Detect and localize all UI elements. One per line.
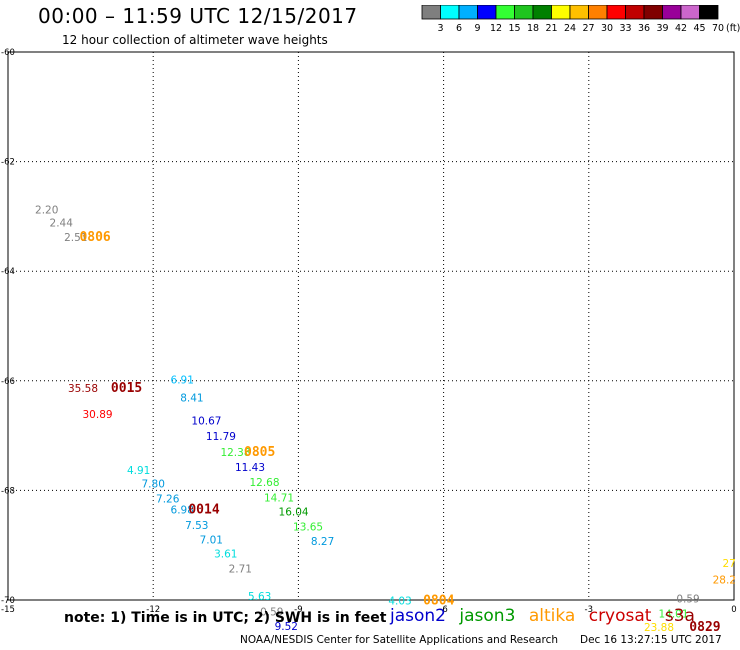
colorbar-label: 70 bbox=[712, 23, 724, 34]
satellite-legend: jason2 jason3 altika cryosat s3a bbox=[390, 606, 703, 626]
colorbar-label: 42 bbox=[675, 23, 687, 34]
colorbar-unit: (ft) bbox=[726, 23, 740, 34]
wave-height-label: 14.71 bbox=[264, 492, 294, 504]
wave-height-label: 23.88 bbox=[644, 622, 674, 634]
wave-height-label: 6.91 bbox=[171, 375, 194, 387]
sat-jason2: jason2 bbox=[390, 606, 446, 626]
wave-height-label: 12.38 bbox=[220, 447, 250, 459]
wave-height-label: 7.53 bbox=[185, 520, 208, 532]
color-legend: 3 6 9 12 15 18 21 24 27 30 33 36 39 42 45 70 (ft) bbox=[421, 5, 740, 34]
x-tick-label: -3 bbox=[585, 605, 593, 615]
sat-altika: altika bbox=[528, 606, 576, 626]
chart-title: 00:00 – 11:59 UTC 12/15/2017 bbox=[38, 4, 358, 28]
colorbar-label: 15 bbox=[508, 23, 520, 34]
wave-height-label: 2.44 bbox=[50, 217, 74, 229]
colorbar-label: 6 bbox=[456, 23, 462, 34]
time-label: 0806 bbox=[79, 230, 110, 245]
timestamp: Dec 16 13:27:15 UTC 2017 bbox=[580, 634, 722, 646]
colorbar-swatch bbox=[699, 5, 719, 20]
time-label: 0015 bbox=[111, 381, 142, 396]
wave-height-label: 6.98 bbox=[171, 504, 194, 516]
x-tick-label: -12 bbox=[146, 605, 160, 615]
colorbar-label: 21 bbox=[545, 23, 557, 34]
colorbar-label: 3 bbox=[437, 23, 443, 34]
wave-height-label: 3.61 bbox=[214, 548, 237, 560]
y-tick-label: -60 bbox=[1, 48, 15, 58]
wave-height-label: 35.58 bbox=[68, 383, 98, 395]
y-tick-label: -68 bbox=[1, 486, 15, 496]
wave-height-label: 10.67 bbox=[191, 416, 221, 428]
time-label: 0805 bbox=[244, 445, 275, 460]
wave-height-label: 7.01 bbox=[200, 535, 223, 547]
wave-height-label: 0.59 bbox=[676, 594, 699, 606]
y-tick-label: -70 bbox=[1, 596, 15, 606]
wave-height-label: 11.43 bbox=[235, 462, 265, 474]
y-tick-label: -64 bbox=[1, 267, 15, 277]
y-tick-label: -66 bbox=[1, 377, 15, 387]
wave-height-label: 8.41 bbox=[180, 393, 203, 405]
colorbar-label: 45 bbox=[693, 23, 705, 34]
colorbar-label: 36 bbox=[638, 23, 650, 34]
wave-height-label: 4.91 bbox=[127, 465, 150, 477]
colorbar-label: 33 bbox=[619, 23, 631, 34]
wave-height-label: 16.04 bbox=[279, 507, 309, 519]
chart-subtitle: 12 hour collection of altimeter wave hei… bbox=[62, 33, 328, 47]
x-tick-label: 0 bbox=[731, 605, 736, 615]
wave-height-label: 8.27 bbox=[311, 536, 334, 548]
wave-height-label: 4.03 bbox=[388, 595, 411, 607]
wave-height-label: 7.26 bbox=[156, 493, 180, 505]
colorbar-label: 24 bbox=[564, 23, 576, 34]
colorbar-label: 39 bbox=[656, 23, 668, 34]
wave-height-label: 7.80 bbox=[142, 479, 165, 491]
colorbar-label: 27 bbox=[582, 23, 594, 34]
wave-height-label: 5.63 bbox=[248, 591, 271, 603]
credit: NOAA/NESDIS Center for Satellite Applica… bbox=[240, 634, 558, 646]
wave-height-label: 2.20 bbox=[35, 205, 58, 217]
plot-frame bbox=[7, 51, 735, 601]
y-tick-label: -62 bbox=[1, 158, 15, 168]
sat-jason3: jason3 bbox=[459, 606, 516, 626]
wave-height-label: 28.2 bbox=[713, 575, 736, 587]
time-label: 0804 bbox=[423, 593, 454, 608]
sat-s3a: s3a bbox=[664, 606, 695, 626]
wave-height-label: 13.65 bbox=[293, 521, 323, 533]
wave-height-label: 2.51 bbox=[64, 232, 87, 244]
wave-height-label: 14.01 bbox=[658, 609, 688, 621]
footnote: note: 1) Time is in UTC; 2) SWH is in fe… bbox=[64, 610, 387, 626]
x-tick-label: -6 bbox=[439, 605, 447, 615]
wave-height-label: 30.89 bbox=[83, 409, 113, 421]
time-label: 0829 bbox=[689, 620, 720, 635]
time-label: 0014 bbox=[188, 502, 219, 517]
wave-height-label: 9.52 bbox=[275, 621, 298, 633]
wave-height-label: 12.68 bbox=[249, 477, 279, 489]
sat-cryosat: cryosat bbox=[588, 606, 652, 626]
x-tick-label: -15 bbox=[1, 605, 15, 615]
colorbar-label: 18 bbox=[527, 23, 539, 34]
wave-height-label: 11.79 bbox=[206, 431, 236, 443]
colorbar-label: 9 bbox=[474, 23, 480, 34]
x-tick-label: -9 bbox=[294, 605, 302, 615]
wave-height-label: 0.59 bbox=[260, 606, 283, 618]
wave-height-label: 2.71 bbox=[229, 564, 252, 576]
colorbar-label: 12 bbox=[490, 23, 502, 34]
wave-height-label: 27 bbox=[722, 558, 735, 570]
colorbar-label: 30 bbox=[601, 23, 613, 34]
